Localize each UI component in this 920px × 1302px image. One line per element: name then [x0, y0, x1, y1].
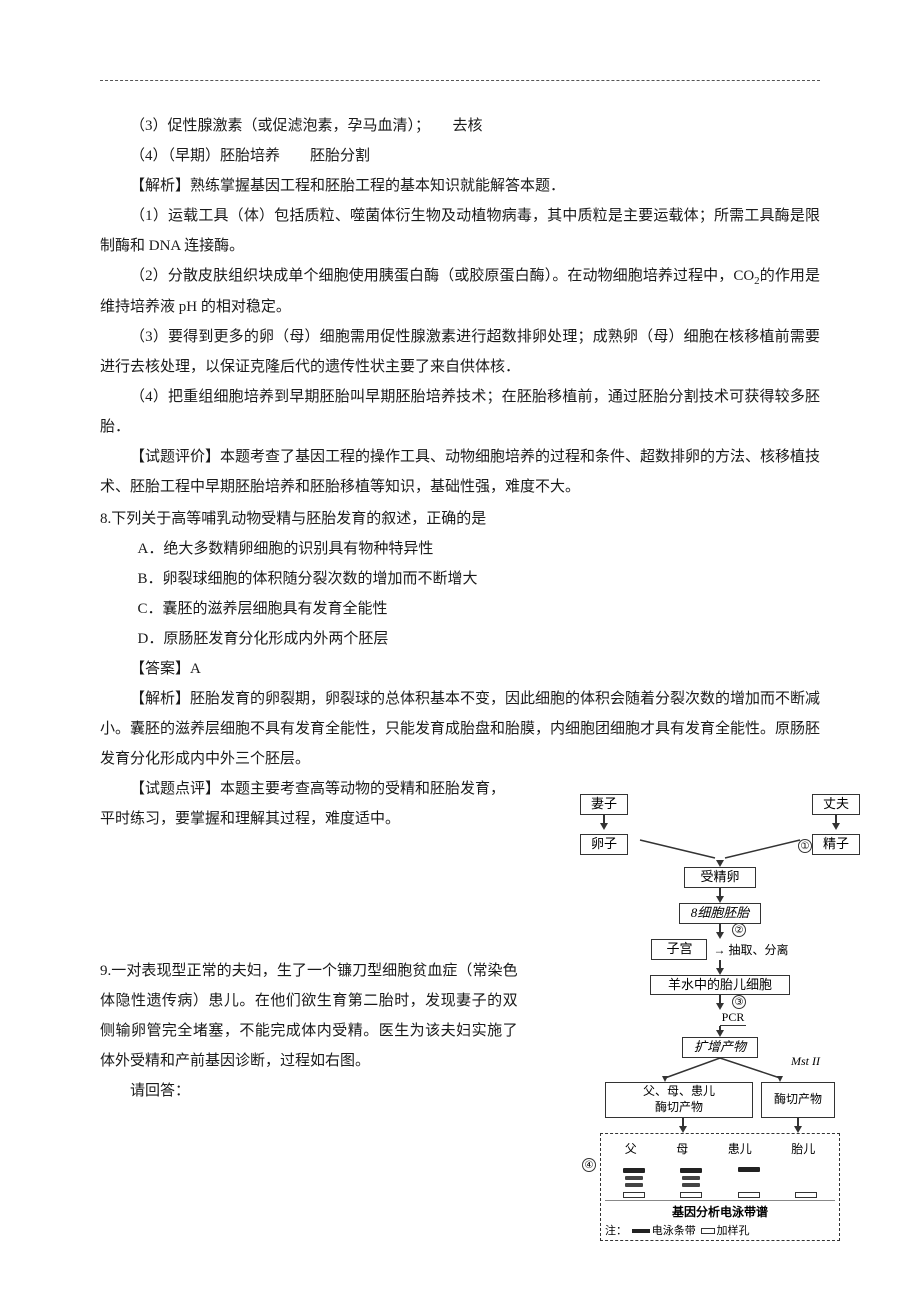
q8-option-b: B．卵裂球细胞的体积随分裂次数的增加而不断增大: [100, 564, 820, 594]
lane-label-3: 胎儿: [791, 1140, 815, 1157]
marker-1: ①: [798, 838, 812, 853]
node-uterus: 子宫: [651, 939, 707, 960]
gel-title: 基因分析电泳带谱: [605, 1203, 835, 1220]
row-gametes: 卵子 ① 精子: [580, 830, 860, 860]
node-digest-family: 父、母、患儿 酶切产物: [605, 1082, 753, 1117]
answer-4: （4）（早期）胚胎培养 胚胎分割: [100, 141, 820, 171]
node-pcr: PCR: [720, 1010, 747, 1026]
q8-option-c: C．囊胚的滋养层细胞具有发育全能性: [100, 594, 820, 624]
node-wife: 妻子: [580, 794, 628, 815]
q8-eval-b: 平时练习，要掌握和理解其过程，难度适中。: [100, 804, 518, 834]
explain-2: （2）分散皮肤组织块成单个细胞使用胰蛋白酶（或胶原蛋白酶）。在动物细胞培养过程中…: [100, 261, 820, 322]
node-digest-fetus: 酶切产物: [761, 1082, 835, 1117]
row-arrows-1: [580, 815, 860, 830]
marker-3: ③: [732, 993, 746, 1008]
explain-1: （1）运载工具（体）包括质粒、噬菌体衍生物及动植物病毒，其中质粒是主要运载体；所…: [100, 201, 820, 261]
q8-option-a: A．绝大多数精卵细胞的识别具有物种特异性: [100, 534, 820, 564]
gel-legend: 注： 电泳条带 加样孔: [605, 1222, 835, 1238]
explain-2a: （2）分散皮肤组织块成单个细胞使用胰蛋白酶（或胶原蛋白酶）。在动物细胞培养过程中…: [130, 268, 733, 284]
gel-lane-labels: 父 母 患儿 胎儿: [605, 1140, 835, 1157]
answer-3: （3）促性腺激素（或促滤泡素，孕马血清）； 去核: [100, 111, 820, 141]
marker-2: ②: [732, 922, 746, 937]
node-sperm: 精子: [812, 834, 860, 855]
node-husband: 丈夫: [812, 794, 860, 815]
q8-explain: 【解析】胚胎发育的卵裂期，卵裂球的总体积基本不变，因此细胞的体积会随着分裂次数的…: [100, 684, 820, 774]
node-embryo8: 8细胞胚胎: [679, 903, 761, 924]
q8-eval-and-diagram-wrap: 【试题点评】本题主要考查高等动物的受精和胚胎发育， 平时练习，要掌握和理解其过程…: [100, 774, 820, 1106]
spacer: [100, 834, 518, 954]
annot-extract: → 抽取、分离: [713, 941, 788, 958]
flowchart-diagram: 妻子 丈夫 卵子 ① 精子: [580, 794, 860, 1241]
explain-3: （3）要得到更多的卵（母）细胞需用促性腺激素进行超数排卵处理；成熟卵（母）细胞在…: [100, 322, 820, 382]
explain-4: （4）把重组细胞培养到早期胚胎叫早期胚胎培养技术；在胚胎移植前，通过胚胎分割技术…: [100, 382, 820, 442]
row-arrows-gel: [605, 1118, 835, 1133]
row-couple: 妻子 丈夫: [580, 794, 860, 815]
lane-mother: [679, 1168, 703, 1198]
merge-lines-svg: [628, 830, 812, 860]
node-amniotic: 羊水中的胎儿细胞: [650, 975, 790, 996]
eval-7: 【试题评价】本题考查了基因工程的操作工具、动物细胞培养的过程和条件、超数排卵的方…: [100, 442, 820, 502]
lane-patient: [737, 1167, 761, 1198]
top-divider: [100, 80, 820, 81]
row-digests: 父、母、患儿 酶切产物 酶切产物: [605, 1082, 835, 1117]
q8-stem: 8.下列关于高等哺乳动物受精与胚胎发育的叙述，正确的是: [100, 504, 820, 534]
q9-ask: 请回答：: [100, 1076, 518, 1106]
q9-stem: 9.一对表现型正常的夫妇，生了一个镰刀型细胞贫血症（常染色体隐性遗传病）患儿。在…: [100, 956, 518, 1076]
center-column: 受精卵 8细胞胚胎 ② 子宫 → 抽取、分离 羊水中的胎儿细胞 ③: [580, 860, 860, 1241]
lane-label-1: 母: [676, 1140, 688, 1157]
q8-option-d: D．原肠胚发育分化形成内外两个胚层: [100, 624, 820, 654]
document-page: （3）促性腺激素（或促滤泡素，孕马血清）； 去核 （4）（早期）胚胎培养 胚胎分…: [0, 0, 920, 1146]
lane-fetus: [794, 1168, 818, 1198]
left-text-column: 【试题点评】本题主要考查高等动物的受精和胚胎发育， 平时练习，要掌握和理解其过程…: [100, 774, 518, 1106]
node-egg: 卵子: [580, 834, 628, 855]
lane-label-2: 患儿: [728, 1140, 752, 1157]
q8-answer: 【答案】A: [100, 654, 820, 684]
annot-mst: Mst II: [791, 1054, 820, 1069]
lane-father: [622, 1168, 646, 1198]
q8-eval-a: 【试题点评】本题主要考查高等动物的受精和胚胎发育，: [100, 774, 518, 804]
legend-well-icon: [701, 1228, 715, 1234]
marker-4: ④: [582, 1157, 596, 1172]
node-fert: 受精卵: [684, 867, 756, 888]
explain-intro: 【解析】熟练掌握基因工程和胚胎工程的基本知识就能解答本题．: [100, 171, 820, 201]
lane-label-0: 父: [625, 1140, 637, 1157]
gel-lanes: [605, 1159, 835, 1201]
gel-box: 父 母 患儿 胎儿: [600, 1133, 840, 1241]
node-amplified: 扩增产物: [682, 1037, 758, 1058]
legend-band-icon: [632, 1229, 650, 1233]
